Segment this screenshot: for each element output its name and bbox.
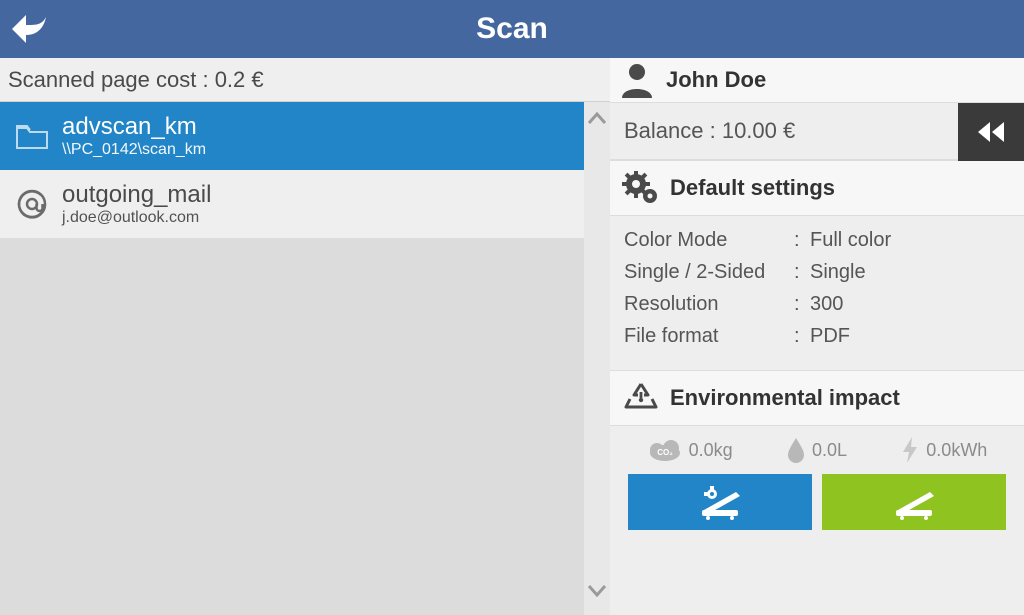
- env-title: Environmental impact: [670, 385, 900, 411]
- env-metric-energy: 0.0kWh: [900, 436, 987, 464]
- cost-bar: Scanned page cost : 0.2 €: [0, 58, 610, 102]
- setting-row: Color Mode : Full color: [624, 224, 1010, 256]
- setting-value: 300: [810, 288, 843, 320]
- bolt-icon: [900, 436, 920, 464]
- setting-row: File format : PDF: [624, 320, 1010, 352]
- env-value: 0.0kWh: [926, 440, 987, 461]
- env-metric-water: 0.0L: [786, 437, 847, 463]
- body: Scanned page cost : 0.2 € advscan_km: [0, 58, 1024, 615]
- destination-title: outgoing_mail: [62, 181, 211, 209]
- user-icon: [620, 62, 654, 98]
- env-metrics: CO₂ 0.0kg 0.0L 0.0kWh: [620, 432, 1014, 474]
- back-button[interactable]: [0, 0, 56, 58]
- destination-rows: advscan_km \\PC_0142\scan_km: [0, 102, 584, 615]
- collapse-panel-button[interactable]: [958, 103, 1024, 161]
- destination-title: advscan_km: [62, 113, 206, 141]
- header-bar: Scan: [0, 0, 1024, 58]
- destination-list: advscan_km \\PC_0142\scan_km: [0, 102, 610, 615]
- svg-text:CO₂: CO₂: [657, 448, 673, 457]
- co2-icon: CO₂: [647, 438, 683, 462]
- scan-start-button[interactable]: [822, 474, 1006, 530]
- env-value: 0.0L: [812, 440, 847, 461]
- balance-label: Balance : 10.00 €: [624, 118, 795, 144]
- setting-label: Resolution: [624, 288, 794, 320]
- settings-title: Default settings: [670, 175, 835, 201]
- settings-header: Default settings: [610, 160, 1024, 216]
- setting-row: Resolution : 300: [624, 288, 1010, 320]
- page-title: Scan: [0, 12, 1024, 46]
- drop-icon: [786, 437, 806, 463]
- destination-subtitle: \\PC_0142\scan_km: [62, 141, 206, 159]
- scroll-down-icon: [588, 585, 606, 597]
- rewind-icon: [974, 120, 1008, 144]
- scanner-settings-icon: [692, 484, 748, 520]
- env-header: Environmental impact: [610, 370, 1024, 426]
- setting-label: Color Mode: [624, 224, 794, 256]
- setting-label: File format: [624, 320, 794, 352]
- settings-body: Color Mode : Full color Single / 2-Sided…: [610, 216, 1024, 370]
- setting-row: Single / 2-Sided : Single: [624, 256, 1010, 288]
- setting-label: Single / 2-Sided: [624, 256, 794, 288]
- gear-icon: [622, 171, 660, 205]
- at-icon: [14, 186, 50, 222]
- back-arrow-icon: [8, 11, 48, 47]
- left-panel: Scanned page cost : 0.2 € advscan_km: [0, 58, 610, 615]
- scan-settings-button[interactable]: [628, 474, 812, 530]
- user-row: John Doe: [610, 58, 1024, 102]
- env-body: CO₂ 0.0kg 0.0L 0.0kWh: [610, 426, 1024, 542]
- setting-value: Single: [810, 256, 866, 288]
- user-name: John Doe: [666, 67, 766, 93]
- folder-icon: [14, 118, 50, 154]
- setting-value: Full color: [810, 224, 891, 256]
- app-root: Scan Scanned page cost : 0.2 €: [0, 0, 1024, 615]
- setting-value: PDF: [810, 320, 850, 352]
- scanner-icon: [886, 484, 942, 520]
- scroll-up-icon: [588, 112, 606, 124]
- right-panel: John Doe Balance : 10.00 €: [610, 58, 1024, 615]
- action-row: [620, 474, 1014, 538]
- balance-row: Balance : 10.00 €: [610, 102, 1024, 160]
- destination-item-mail[interactable]: outgoing_mail j.doe@outlook.com: [0, 170, 584, 238]
- env-value: 0.0kg: [689, 440, 733, 461]
- recycle-icon: [622, 381, 660, 415]
- destination-subtitle: j.doe@outlook.com: [62, 209, 211, 227]
- scrollbar[interactable]: [584, 102, 610, 615]
- destination-item-advscan[interactable]: advscan_km \\PC_0142\scan_km: [0, 102, 584, 170]
- env-metric-co2: CO₂ 0.0kg: [647, 438, 733, 462]
